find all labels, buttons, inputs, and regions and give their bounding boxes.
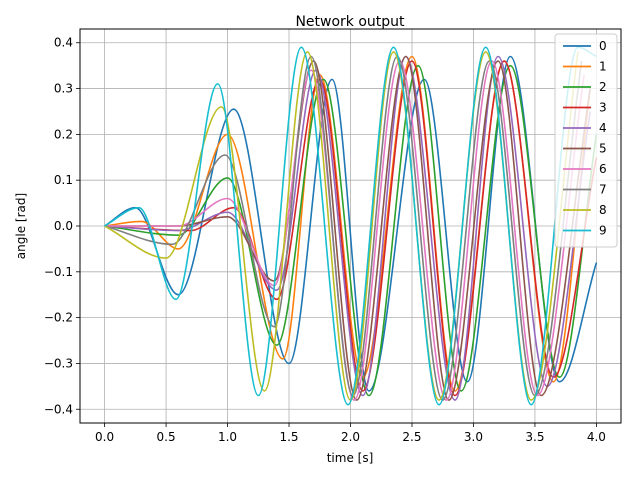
x-tick-label: 2.0 xyxy=(341,430,360,444)
legend-label: 8 xyxy=(599,203,607,217)
x-tick-label: 1.5 xyxy=(279,430,298,444)
y-tick-label: −0.2 xyxy=(44,311,73,325)
x-tick-label: 0.0 xyxy=(95,430,114,444)
series-line-6 xyxy=(104,60,585,401)
series-line-4 xyxy=(104,55,592,401)
x-axis: 0.0 0.5 1.0 1.5 2.0 2.5 3.0 3.5 4.0 xyxy=(95,423,606,444)
series-line-1 xyxy=(104,55,592,392)
legend-label: 6 xyxy=(599,162,607,176)
x-tick-label: 4.0 xyxy=(587,430,606,444)
y-axis-label: angle [rad] xyxy=(14,193,28,259)
y-tick-label: −0.4 xyxy=(44,402,73,416)
series-line-7 xyxy=(104,55,583,401)
x-tick-label: 3.5 xyxy=(525,430,544,444)
legend: 0 1 2 3 4 5 6 7 8 9 xyxy=(554,33,618,248)
y-tick-label: 0.1 xyxy=(54,173,73,187)
x-tick-label: 0.5 xyxy=(157,430,176,444)
series-line-0 xyxy=(104,55,598,392)
y-tick-label: 0.4 xyxy=(54,36,73,50)
legend-label: 9 xyxy=(599,224,607,238)
series-line-5 xyxy=(104,55,592,401)
legend-label: 1 xyxy=(599,60,607,74)
series-line-2 xyxy=(104,64,598,397)
y-axis: −0.4 −0.3 −0.2 −0.1 0.0 0.1 0.2 0.3 0.4 xyxy=(44,36,80,416)
x-axis-label: time [s] xyxy=(327,451,374,465)
legend-label: 5 xyxy=(599,142,607,156)
legend-label: 2 xyxy=(599,80,607,94)
y-tick-label: −0.1 xyxy=(44,265,73,279)
legend-label: 7 xyxy=(599,183,607,197)
legend-label: 0 xyxy=(599,39,607,53)
y-tick-label: −0.3 xyxy=(44,356,73,370)
x-tick-label: 1.0 xyxy=(218,430,237,444)
series-layer xyxy=(104,46,598,406)
legend-label: 3 xyxy=(599,101,607,115)
series-line-9 xyxy=(104,46,597,406)
y-tick-label: 0.2 xyxy=(54,127,73,141)
legend-label: 4 xyxy=(599,121,607,135)
y-tick-label: 0.3 xyxy=(54,82,73,96)
x-tick-label: 2.5 xyxy=(402,430,421,444)
x-tick-label: 3.0 xyxy=(464,430,483,444)
y-tick-label: 0.0 xyxy=(54,219,73,233)
chart-title: Network output xyxy=(295,14,405,30)
